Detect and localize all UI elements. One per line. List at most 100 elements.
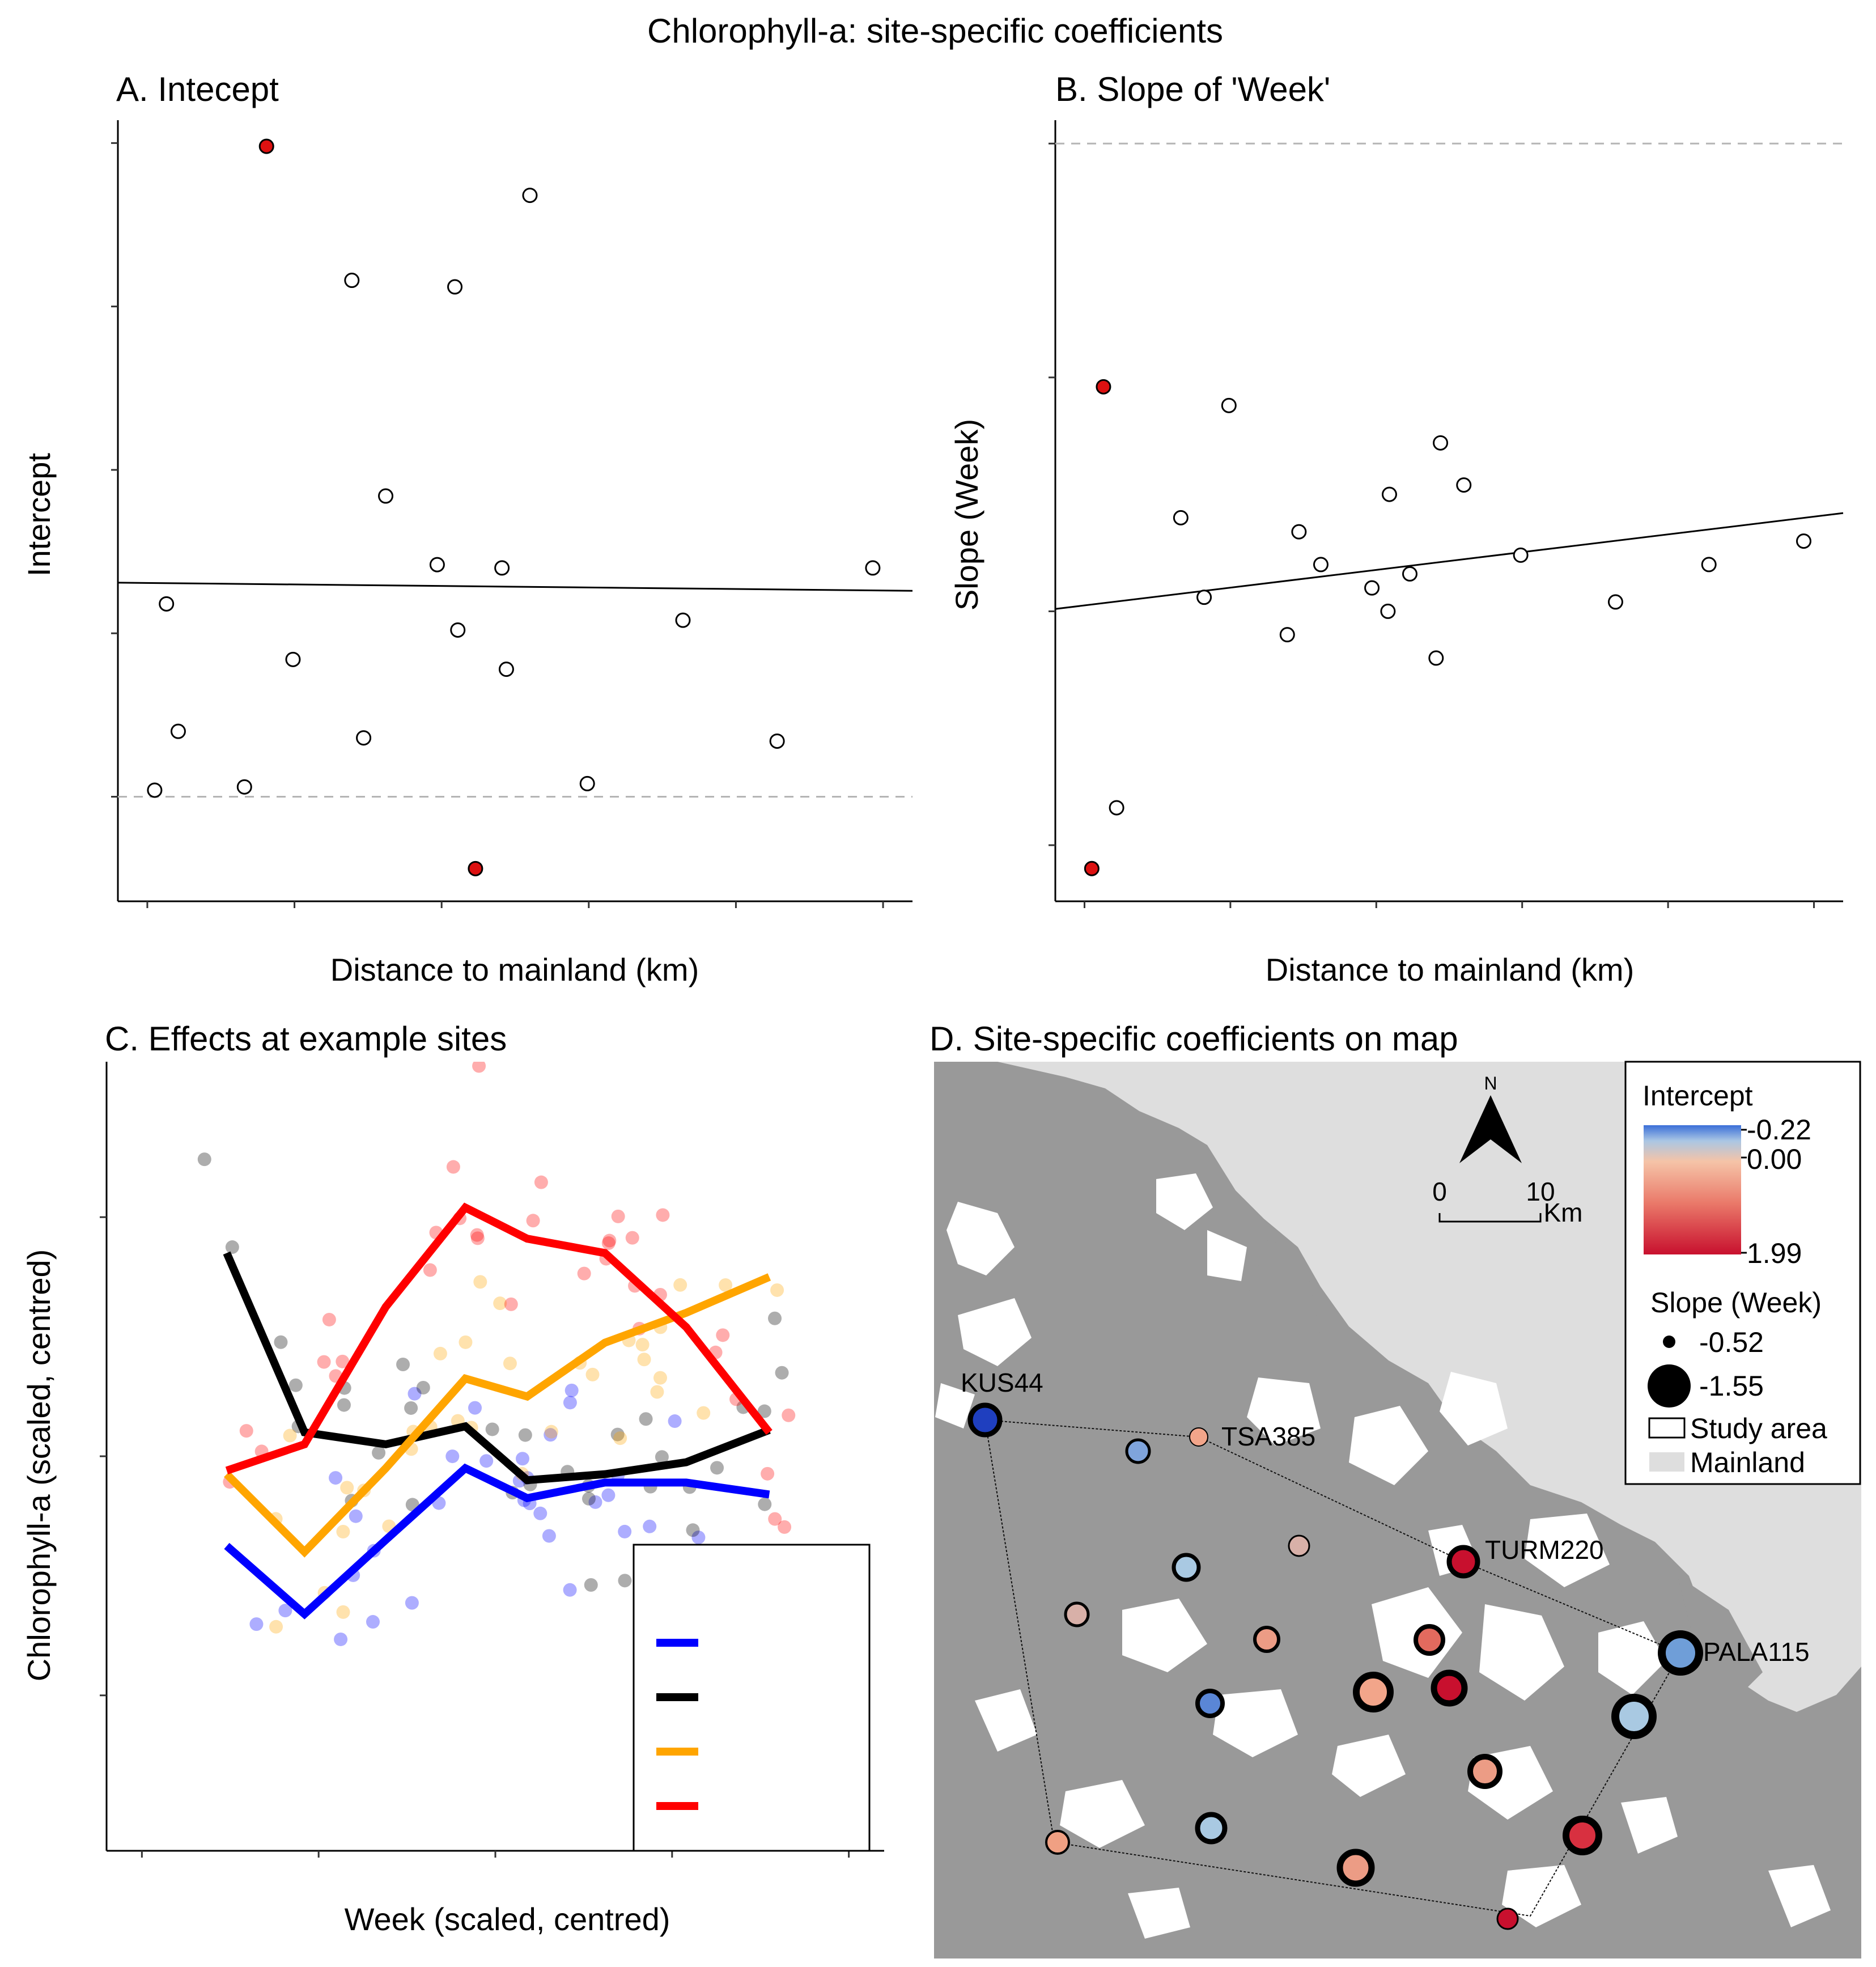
panel-c-observation-dot: [473, 1275, 487, 1289]
panel-c-observation-dot: [485, 1422, 499, 1436]
panel-c-observation-dot: [405, 1596, 419, 1610]
panel-c-observation-dot: [283, 1428, 297, 1443]
panel-c-observation-dot: [613, 1431, 627, 1445]
map-site-marker: [1195, 1689, 1225, 1718]
panel-c-observation-dot: [526, 1214, 540, 1228]
panel-c-observation-dot: [337, 1398, 351, 1412]
panel-c-observation-dot: [334, 1632, 348, 1646]
panel-a-data-point: [429, 557, 445, 573]
panel-c-observation-dot: [691, 1531, 706, 1545]
panel-c-observation-dot: [650, 1385, 664, 1399]
panel-c-observation-dot: [472, 1062, 486, 1073]
panel-c-observation-dot: [588, 1495, 602, 1509]
panel-c-observation-dot: [761, 1466, 775, 1481]
legend-slope-small: [1663, 1336, 1675, 1348]
panel-c-observation-dot: [602, 1233, 617, 1248]
panel-c-observation-dot: [775, 1366, 789, 1380]
legend-study-area-label: Study area: [1690, 1413, 1827, 1444]
panel-c-observation-dot: [336, 1525, 350, 1539]
panel-c-observation-dot: [719, 1278, 733, 1292]
panel-b-data-point: [1291, 524, 1307, 540]
legend-mainland-swatch: [1649, 1452, 1684, 1472]
legend-mainland-label: Mainland: [1690, 1447, 1805, 1478]
panel-b-xlabel: Distance to mainland (km): [1266, 952, 1634, 987]
panel-d: D. Site-specific coefficients on map: [929, 1020, 1861, 1958]
panel-c-observation-dot: [470, 1228, 484, 1242]
panel-c-observation-dot: [710, 1461, 724, 1475]
north-label: N: [1484, 1073, 1497, 1093]
panel-b-data-point: [1402, 566, 1417, 582]
panel-c-observation-dot: [653, 1371, 668, 1385]
legend-intercept-title: Intercept: [1642, 1080, 1753, 1112]
panel-a-data-point: [522, 188, 538, 204]
panel-b-data-point: [1513, 547, 1529, 563]
panel-b-data-point: [1279, 627, 1295, 643]
panel-a-highlight-point: [468, 860, 483, 876]
series-line-turm220: [225, 1202, 773, 1474]
map-site-marker: [1467, 1754, 1503, 1789]
panel-c-observation-dot: [686, 1523, 700, 1537]
legend-intercept-max: 1.99: [1747, 1237, 1802, 1269]
panel-a-data-point: [170, 723, 186, 739]
panel-c-observation-dot: [635, 1338, 650, 1352]
map-site-marker: [1611, 1694, 1657, 1739]
panel-b-data-point: [1381, 486, 1397, 502]
panel-a-xlabel: Distance to mainland (km): [330, 952, 699, 987]
mainland-peninsula: [1678, 1576, 1763, 1701]
panel-a-data-point: [447, 279, 463, 295]
panel-b-highlight-point: [1084, 860, 1100, 876]
panel-b-data-point: [1109, 800, 1124, 816]
panel-c-observation-dot: [625, 1231, 639, 1245]
panel-c-observation-dot: [504, 1297, 518, 1311]
panel-b-data-point: [1173, 510, 1189, 525]
panel-c-observation-dot: [778, 1520, 792, 1534]
panel-c-observation-dot: [278, 1604, 292, 1618]
panel-c-observation-dot: [503, 1356, 517, 1371]
panel-c-observation-dot: [225, 1240, 239, 1254]
north-arrow-icon: N: [1459, 1073, 1522, 1163]
panel-a-title: A. Intecept: [116, 70, 279, 108]
panel-a-data-point: [356, 730, 372, 746]
panel-a-data-point: [147, 782, 163, 798]
panel-b-data-point: [1607, 594, 1623, 610]
panel-c-observation-dot: [269, 1620, 283, 1634]
series-line-kus44: [224, 1463, 770, 1620]
panel-c-observation-dot: [493, 1296, 507, 1311]
panel-c-observation-dot: [639, 1412, 653, 1426]
panel-c-observation-dot: [470, 1231, 485, 1245]
panel-a-data-point: [159, 596, 175, 612]
panel-c-observation-dot: [349, 1509, 363, 1523]
panel-a-data-point: [236, 779, 252, 795]
panel-a-data-point: [865, 560, 881, 576]
map-site-marker: [1189, 1427, 1208, 1447]
panel-b-data-point: [1796, 533, 1811, 549]
panel-c-observation-dot: [515, 1452, 529, 1466]
map-label-turm220: TURM220: [1485, 1535, 1604, 1565]
panel-b-data-point: [1428, 650, 1444, 666]
panel-c-observation-dot: [618, 1574, 632, 1588]
panel-c-observation-dot: [544, 1428, 558, 1442]
map-site-marker: [1195, 1812, 1228, 1845]
panel-c-title: C. Effects at example sites: [105, 1020, 507, 1058]
panel-c-observation-dot: [336, 1605, 350, 1619]
panel-b-data-point: [1196, 590, 1212, 605]
panel-c-observation-dot: [577, 1266, 591, 1281]
map-site-marker: [1414, 1624, 1445, 1656]
panel-b-data-point: [1221, 397, 1237, 413]
panel-a-ylabel: Intercept: [21, 453, 57, 576]
map-site-marker: [1172, 1553, 1201, 1582]
panel-c-observation-dot: [563, 1396, 577, 1410]
map-site-marker: [1336, 1849, 1375, 1887]
panel-b-data-point: [1433, 435, 1449, 451]
panel-a-data-point: [675, 612, 691, 628]
panel-a-highlight-point: [258, 138, 274, 154]
panel-c-observation-dot: [582, 1491, 596, 1506]
panel-c-observation-dot: [197, 1152, 211, 1167]
scale-label-km: Km: [1544, 1198, 1583, 1227]
map-legend: Intercept -0.22 0.00 1.99 Slope (Week) -…: [1624, 1061, 1861, 1485]
map-site-marker: [1064, 1601, 1090, 1627]
map-site-marker: [1446, 1545, 1480, 1579]
panel-c-observation-dot: [288, 1378, 303, 1392]
map-site-marker: [1658, 1630, 1703, 1676]
panel-c-observation-dot: [601, 1236, 616, 1250]
